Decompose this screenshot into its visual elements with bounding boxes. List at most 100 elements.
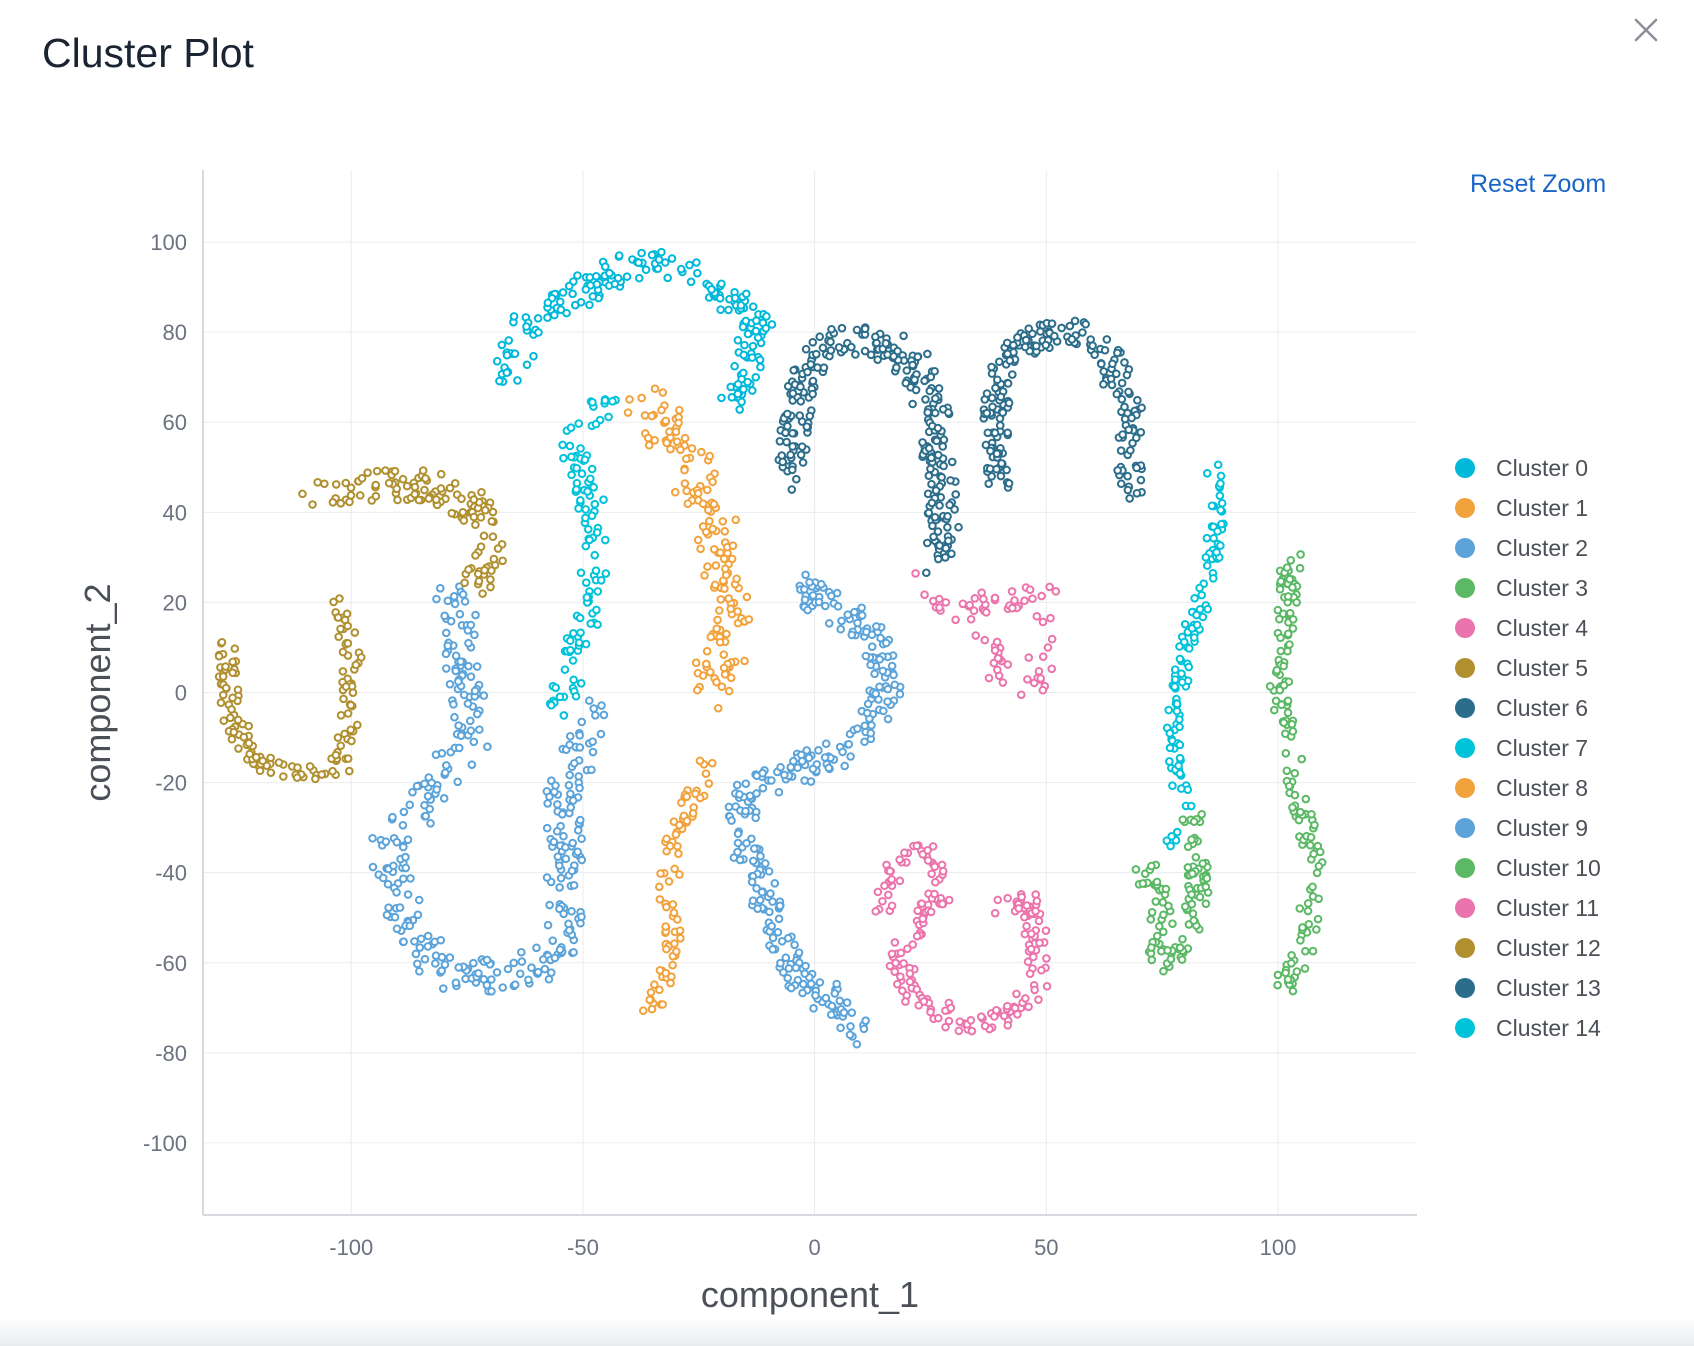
data-point: [946, 1003, 956, 1013]
data-point: [788, 442, 797, 451]
data-point: [808, 337, 818, 347]
data-point: [802, 422, 812, 431]
data-point: [741, 806, 750, 816]
data-point: [1100, 345, 1110, 355]
data-point: [748, 386, 757, 395]
data-point: [930, 408, 940, 418]
data-point: [1170, 682, 1179, 692]
data-point: [456, 657, 465, 666]
data-point: [755, 355, 765, 365]
data-point: [495, 376, 504, 386]
data-point: [870, 669, 879, 679]
data-point: [1037, 965, 1046, 975]
data-point: [1265, 682, 1275, 691]
data-point: [789, 365, 798, 375]
data-point: [470, 686, 480, 696]
data-point: [469, 512, 479, 522]
data-point: [1202, 561, 1212, 570]
data-point: [487, 566, 496, 575]
data-point: [667, 254, 677, 263]
data-point: [441, 664, 451, 673]
data-point: [454, 721, 463, 730]
data-point: [826, 346, 836, 355]
data-point: [739, 368, 748, 378]
data-point: [691, 658, 701, 668]
data-point: [896, 948, 906, 958]
reset-zoom-button[interactable]: Reset Zoom: [1470, 170, 1607, 198]
data-point: [565, 770, 574, 780]
data-point: [1296, 936, 1305, 945]
data-point: [671, 830, 681, 839]
data-point: [371, 480, 381, 490]
data-point: [1202, 468, 1212, 478]
data-point: [1282, 766, 1292, 776]
data-point: [861, 651, 871, 661]
data-point: [840, 761, 849, 771]
data-point: [591, 710, 600, 720]
data-point: [1175, 943, 1185, 953]
data-point: [793, 763, 802, 773]
data-point: [588, 292, 598, 301]
data-point: [1003, 428, 1012, 438]
data-point: [440, 768, 450, 778]
data-point: [368, 862, 378, 872]
data-point: [966, 614, 976, 624]
data-point: [420, 485, 429, 495]
data-point: [587, 464, 597, 474]
data-point: [1283, 646, 1292, 656]
data-point: [336, 711, 346, 720]
x-tick-label: 50: [1034, 1235, 1058, 1260]
data-point: [767, 320, 777, 329]
data-point: [1133, 395, 1142, 405]
data-point: [565, 740, 574, 750]
data-point: [567, 470, 576, 480]
data-point: [990, 646, 1000, 655]
legend-marker: [1455, 658, 1475, 678]
data-point: [1067, 335, 1077, 344]
data-point: [845, 1030, 855, 1040]
close-icon[interactable]: [1626, 10, 1666, 50]
data-point: [423, 791, 433, 801]
data-point: [735, 855, 745, 865]
data-point: [1014, 904, 1024, 913]
data-point: [1088, 341, 1097, 350]
data-point: [401, 863, 411, 873]
data-point: [569, 675, 578, 685]
data-point: [889, 670, 898, 680]
data-point: [1041, 340, 1051, 350]
data-point: [1180, 902, 1190, 911]
data-point: [543, 799, 552, 808]
data-point: [984, 479, 994, 488]
data-point: [814, 597, 824, 607]
data-point: [1177, 955, 1187, 964]
data-point: [801, 961, 810, 971]
data-point: [926, 464, 935, 474]
data-point: [1279, 661, 1288, 671]
data-point: [757, 887, 767, 897]
data-point: [815, 978, 825, 987]
data-point: [1288, 727, 1298, 736]
data-point: [577, 834, 586, 844]
y-tick-label: -40: [155, 861, 187, 886]
data-point: [1147, 907, 1157, 917]
legend-label: Cluster 1: [1496, 495, 1588, 521]
data-point: [334, 632, 343, 642]
data-point: [752, 884, 761, 893]
data-point: [336, 624, 345, 634]
data-point: [724, 686, 734, 696]
data-point: [938, 442, 948, 451]
data-point: [492, 968, 502, 977]
data-point: [498, 983, 508, 992]
data-point: [399, 807, 409, 817]
data-point: [1020, 596, 1029, 606]
data-point: [650, 980, 659, 989]
data-point: [762, 312, 771, 321]
data-point: [742, 289, 751, 299]
data-point: [980, 1021, 990, 1031]
data-point: [881, 638, 891, 648]
data-point: [565, 731, 575, 741]
data-point: [1147, 955, 1157, 965]
data-point: [1189, 633, 1199, 642]
data-point: [1112, 389, 1122, 399]
